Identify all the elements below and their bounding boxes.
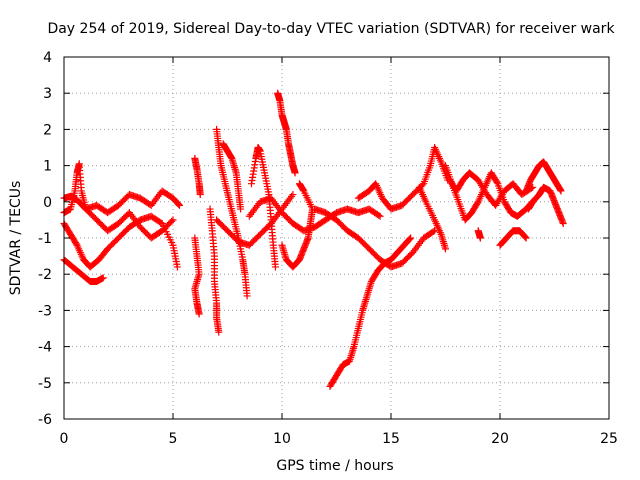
data-point [376,212,384,220]
x-tick-label: 15 [382,431,400,447]
y-tick-label: 2 [43,122,52,138]
data-point [99,274,107,282]
x-tick-label: 20 [491,431,509,447]
series-sat-n [278,180,317,271]
data-point [557,187,565,195]
data-point [196,191,204,199]
y-tick-label: -1 [38,231,52,247]
series-sat-i [219,140,245,213]
data-point [72,240,80,248]
y-tick-label: -4 [38,340,52,356]
data-point [406,235,414,243]
series-sat-m [274,89,299,177]
data-point [493,178,501,186]
x-axis-label: GPS time / hours [276,458,393,474]
series-sat-u [474,227,484,242]
series-sat-t [446,169,537,209]
series-sat-l [247,144,279,271]
data-point [476,234,484,242]
data-point [237,205,245,213]
x-tick-label: 5 [169,431,178,447]
data-point [429,228,437,236]
data-point [173,263,181,271]
data-point [521,233,529,241]
series-sat-h [213,125,251,300]
data-point [215,328,223,336]
data-point [291,169,299,177]
data-point [289,191,297,199]
data-point [157,219,165,227]
series-sat-g [206,205,223,336]
y-tick-label: -6 [38,412,52,428]
series-sat-k [245,194,384,235]
data-layer [60,89,567,390]
data-point [407,234,415,242]
y-tick-label: 3 [43,86,52,102]
chart-title: Day 254 of 2019, Sidereal Day-to-day VTE… [47,21,615,37]
data-point [295,180,303,188]
series-sat-d [60,160,177,242]
y-tick-label: 4 [43,50,52,66]
series-sat-r [415,183,449,253]
data-point [375,211,383,219]
y-tick-label: -2 [38,267,52,283]
data-point [176,201,184,209]
series-sat-j [213,191,297,249]
series-sat-e [191,154,204,199]
series-sat-f [191,234,203,318]
series-sat-a [60,187,184,217]
series-sat-v [496,227,530,249]
data-point [175,201,183,209]
series-sat-w [522,158,565,195]
series-sat-p [326,234,415,390]
series-sat-x [524,183,567,228]
x-tick-label: 10 [273,431,291,447]
data-point [271,263,279,271]
y-axis-label: SDTVAR / TECUs [8,181,24,296]
x-tick-label: 25 [600,431,618,447]
data-point [442,245,449,253]
x-tick-label: 0 [60,431,69,447]
tick-layer: 0 5 10 15 20 25 -6 -5 -4 -3 -2 -1 0 1 2 3 4 [38,50,618,447]
y-tick-label: -5 [38,376,52,392]
data-point [559,220,567,228]
y-tick-label: -3 [38,303,52,319]
data-point [169,216,177,224]
data-point [522,234,530,242]
data-point [473,199,481,207]
data-point [243,292,251,300]
y-tick-label: 0 [43,195,52,211]
grid-layer [64,57,609,419]
y-tick-label: 1 [43,159,52,175]
data-point [195,310,203,318]
data-point [168,217,176,225]
